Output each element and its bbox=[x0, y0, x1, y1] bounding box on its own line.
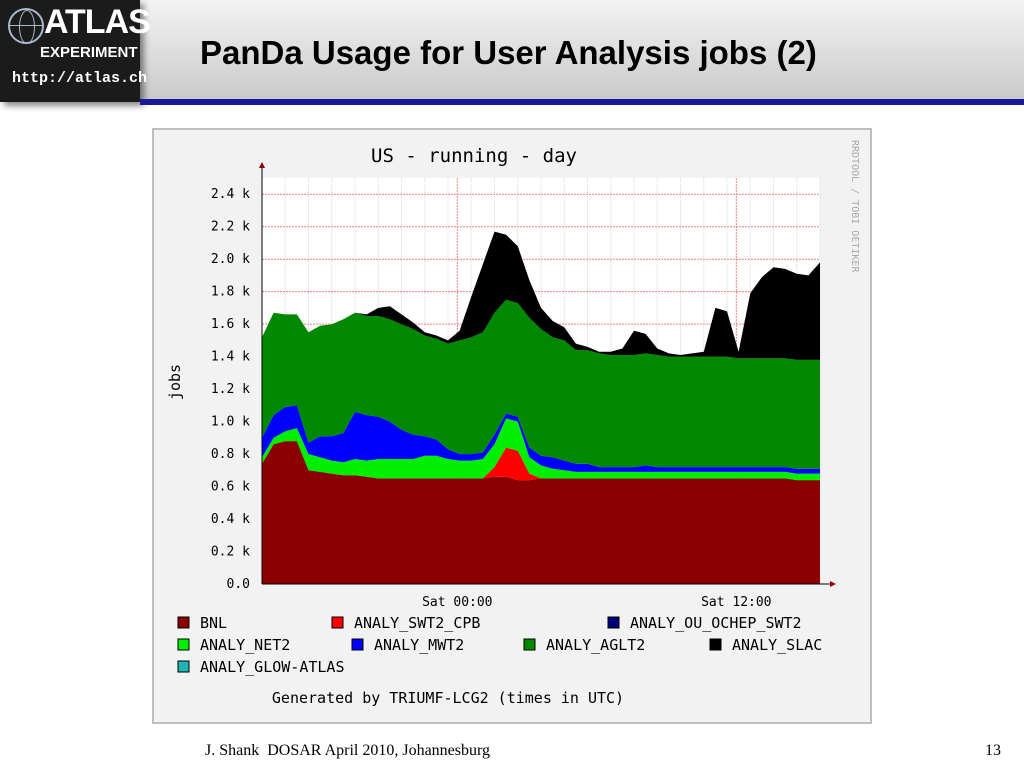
y-tick-label: 1.0 k bbox=[211, 415, 250, 430]
logo-experiment-text: EXPERIMENT bbox=[40, 44, 138, 61]
y-tick-label: 1.8 k bbox=[211, 285, 250, 300]
chart-footer-note: Generated by TRIUMF-LCG2 (times in UTC) bbox=[272, 689, 624, 707]
atlas-logo: ATLAS EXPERIMENT http://atlas.ch bbox=[0, 0, 151, 102]
y-tick-label: 2.4 k bbox=[211, 187, 250, 202]
y-tick-label: 2.0 k bbox=[211, 252, 250, 267]
rrdtool-watermark: RRDTOOL / TOBI OETIKER bbox=[849, 140, 860, 273]
header-divider bbox=[140, 99, 1024, 105]
chart-title: US - running - day bbox=[371, 145, 577, 167]
legend-swatch bbox=[331, 616, 344, 629]
y-axis-label: jobs bbox=[166, 364, 184, 400]
y-tick-label: 0.0 bbox=[227, 577, 250, 592]
y-tick-label: 1.2 k bbox=[211, 382, 250, 397]
legend-swatch bbox=[607, 616, 620, 629]
y-axis-arrow bbox=[259, 162, 265, 168]
legend-label: ANALY_MWT2 bbox=[374, 636, 464, 654]
logo-atlas-text: ATLAS bbox=[44, 3, 151, 41]
series-area-analy-aglt2 bbox=[262, 299, 820, 469]
series-area-analy-mwt2 bbox=[262, 405, 820, 474]
series-area-analy-slac bbox=[262, 231, 820, 360]
legend-swatch bbox=[523, 638, 536, 651]
slide-footer: J. Shank DOSAR April 2010, Johannesburg bbox=[205, 742, 491, 759]
legend-label: ANALY_SWT2_CPB bbox=[354, 614, 480, 632]
legend-swatch bbox=[177, 616, 190, 629]
page-number: 13 bbox=[985, 742, 1001, 759]
y-tick-label: 2.2 k bbox=[211, 220, 250, 235]
slide-title: PanDa Usage for User Analysis jobs (2) bbox=[200, 34, 817, 71]
y-tick-label: 0.4 k bbox=[211, 512, 250, 527]
legend-label: BNL bbox=[200, 614, 227, 632]
series-area-analy-net2 bbox=[262, 418, 820, 481]
chart-frame: US - running - day jobs RRDTOOL / TOBI O… bbox=[152, 128, 872, 724]
logo-url-text: http://atlas.ch bbox=[12, 70, 148, 87]
legend-swatch bbox=[709, 638, 722, 651]
legend-swatch bbox=[177, 638, 190, 651]
series-area-bnl bbox=[262, 441, 820, 584]
x-tick-label: Sat 00:00 bbox=[422, 595, 492, 610]
slide-header bbox=[0, 0, 1024, 100]
legend-swatch bbox=[177, 660, 190, 673]
legend-label: ANALY_AGLT2 bbox=[546, 636, 645, 654]
y-tick-label: 1.6 k bbox=[211, 317, 250, 332]
legend-label: ANALY_GLOW-ATLAS bbox=[200, 658, 345, 676]
y-tick-label: 0.8 k bbox=[211, 447, 250, 462]
x-axis-arrow bbox=[830, 581, 836, 587]
chart-background: US - running - day jobs RRDTOOL / TOBI O… bbox=[154, 130, 870, 722]
x-tick-label: Sat 12:00 bbox=[701, 595, 771, 610]
legend-label: ANALY_SLAC bbox=[732, 636, 822, 654]
legend-label: ANALY_NET2 bbox=[200, 636, 290, 654]
y-tick-label: 0.6 k bbox=[211, 480, 250, 495]
legend-swatch bbox=[351, 638, 364, 651]
stacked-area-chart: US - running - day jobs RRDTOOL / TOBI O… bbox=[166, 140, 860, 707]
legend-label: ANALY_OU_OCHEP_SWT2 bbox=[630, 614, 802, 632]
y-tick-label: 1.4 k bbox=[211, 350, 250, 365]
y-tick-label: 0.2 k bbox=[211, 545, 250, 560]
globe-icon bbox=[8, 8, 44, 44]
